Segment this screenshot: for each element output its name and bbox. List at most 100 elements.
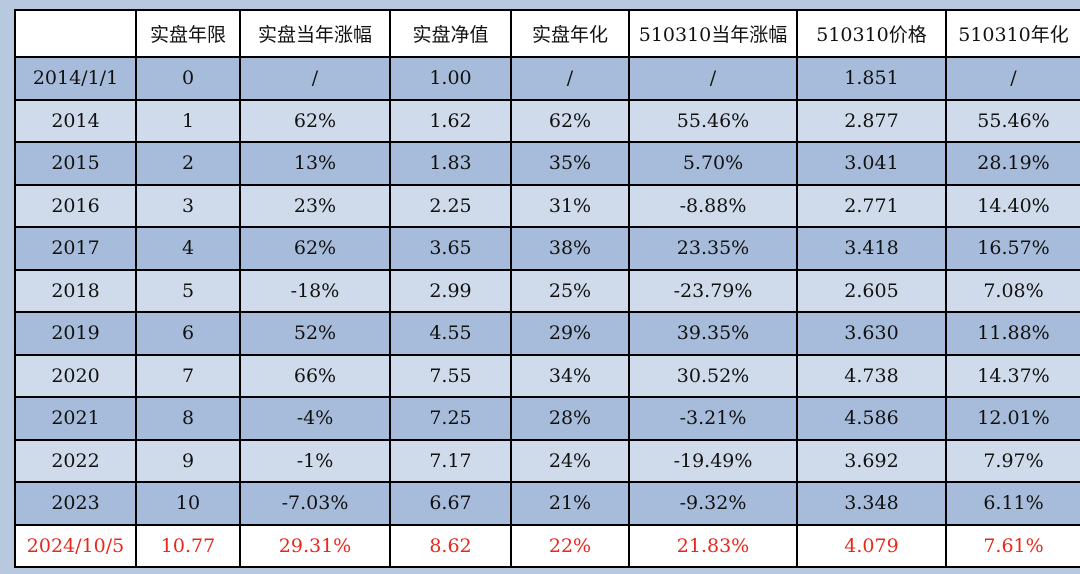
table-body: 2014/1/1 0/1.00//1.851/2014 1 62% 1.62 62% 55.… (14, 56, 1080, 568)
table-cell: 29.31% (239, 523, 391, 568)
table-cell: 2021 (14, 396, 137, 441)
table-cell: 7 (135, 353, 241, 398)
table-cell: 39.35% (628, 311, 798, 356)
table-cell: 8 (135, 396, 241, 441)
table-cell: 4 (135, 226, 241, 271)
table-row: 2016 3 23% 2.25 31% -8.88% 2.771 14.40% (14, 183, 1080, 228)
table-cell: 6.67 (389, 481, 512, 526)
table-cell: 24% (510, 438, 630, 483)
table-cell: 12.01% (945, 396, 1080, 441)
table-cell: 7.08% (945, 268, 1080, 313)
table-row: 2019 6 52% 4.55 29% 39.35% 3.630 11.88% (14, 311, 1080, 356)
table-cell: 1.62 (389, 98, 512, 143)
table-cell: 2018 (14, 268, 137, 313)
table-cell: 3.418 (796, 226, 947, 271)
column-header-7: 510310年化 (945, 9, 1080, 58)
table-cell: 52% (239, 311, 391, 356)
table-cell: 7.61% (945, 523, 1080, 568)
table-cell: 1.00 (389, 56, 512, 101)
table-cell: 3.630 (796, 311, 947, 356)
table-row: 2018 5 -18% 2.99 25% -23.79% 2.605 7.08% (14, 268, 1080, 313)
table-cell: 2.771 (796, 183, 947, 228)
table-cell: 2.877 (796, 98, 947, 143)
table-cell: 2 (135, 141, 241, 186)
column-header-3: 实盘净值 (389, 9, 512, 58)
table-cell: 23% (239, 183, 391, 228)
table-row: 2014 1 62% 1.62 62% 55.46% 2.877 55.46% (14, 98, 1080, 143)
table-cell: 1 (135, 98, 241, 143)
table-cell: 3.348 (796, 481, 947, 526)
table-cell: 1.83 (389, 141, 512, 186)
table-cell: 25% (510, 268, 630, 313)
table-cell: 22% (510, 523, 630, 568)
table-cell: 14.40% (945, 183, 1080, 228)
header-row: 实盘年限 实盘当年涨幅 实盘净值 实盘年化 510310当年涨幅 510310价格 5103… (14, 9, 1080, 58)
table-cell: / (945, 56, 1080, 101)
table-cell: 2014 (14, 98, 137, 143)
table-cell: 2016 (14, 183, 137, 228)
table-cell: 6.11% (945, 481, 1080, 526)
table-cell: / (510, 56, 630, 101)
column-header-0 (14, 9, 137, 58)
table-cell: 2014/1/1 (14, 56, 137, 101)
table-cell: 0 (135, 56, 241, 101)
column-header-4: 实盘年化 (510, 9, 630, 58)
table-cell: 21% (510, 481, 630, 526)
table-cell: -19.49% (628, 438, 798, 483)
table-cell: 1.851 (796, 56, 947, 101)
table-cell: 62% (239, 226, 391, 271)
table-cell: 62% (239, 98, 391, 143)
table-cell: -1% (239, 438, 391, 483)
table-row: 2020 7 66% 7.55 34% 30.52% 4.738 14.37% (14, 353, 1080, 398)
table-cell: 5 (135, 268, 241, 313)
table-cell: 62% (510, 98, 630, 143)
table-cell: 14.37% (945, 353, 1080, 398)
table-cell: -9.32% (628, 481, 798, 526)
table-cell: 3.041 (796, 141, 947, 186)
table-cell: 2019 (14, 311, 137, 356)
table-cell: 2.605 (796, 268, 947, 313)
table-cell: 10.77 (135, 523, 241, 568)
table-cell: 6 (135, 311, 241, 356)
table-cell: 35% (510, 141, 630, 186)
table-cell: 4.738 (796, 353, 947, 398)
table-cell: 55.46% (628, 98, 798, 143)
table-cell: 9 (135, 438, 241, 483)
table-cell: 11.88% (945, 311, 1080, 356)
table-row: 2023 10 -7.03% 6.67 21% -9.32% 3.348 6.11% (14, 481, 1080, 526)
column-header-5: 510310当年涨幅 (628, 9, 798, 58)
table-cell: 16.57% (945, 226, 1080, 271)
table-cell: 7.55 (389, 353, 512, 398)
table-cell: 2023 (14, 481, 137, 526)
table-cell: 21.83% (628, 523, 798, 568)
table-cell: 8.62 (389, 523, 512, 568)
table-cell: -8.88% (628, 183, 798, 228)
column-header-6: 510310价格 (796, 9, 947, 58)
returns-table: 实盘年限 实盘当年涨幅 实盘净值 实盘年化 510310当年涨幅 510310价格 5103… (14, 9, 1080, 568)
table-cell: -3.21% (628, 396, 798, 441)
table-cell: 7.17 (389, 438, 512, 483)
table-cell: 28.19% (945, 141, 1080, 186)
table-cell: 2.25 (389, 183, 512, 228)
table-cell: 55.46% (945, 98, 1080, 143)
table-row: 2021 8 -4% 7.25 28% -3.21% 4.586 12.01% (14, 396, 1080, 441)
table-cell: / (628, 56, 798, 101)
table-cell: 4.586 (796, 396, 947, 441)
table-row: 2014/1/1 0/1.00//1.851/ (14, 56, 1080, 101)
table-row: 2015 2 13% 1.83 35% 5.70% 3.041 28.19% (14, 141, 1080, 186)
table-row: 2024/10/5 10.77 29.31% 8.62 22% 21.83% 4.079 7.… (14, 523, 1080, 568)
table-row: 2022 9 -1% 7.17 24% -19.49% 3.692 7.97% (14, 438, 1080, 483)
table-cell: 10 (135, 481, 241, 526)
table-cell: 13% (239, 141, 391, 186)
table-cell: 4.079 (796, 523, 947, 568)
table-cell: -18% (239, 268, 391, 313)
table-cell: 3.692 (796, 438, 947, 483)
table-cell: 4.55 (389, 311, 512, 356)
table-cell: -7.03% (239, 481, 391, 526)
table-cell: 5.70% (628, 141, 798, 186)
table-cell: 2015 (14, 141, 137, 186)
table-cell: 2022 (14, 438, 137, 483)
table-cell: 2020 (14, 353, 137, 398)
table-row: 2017 4 62% 3.65 38% 23.35% 3.418 16.57% (14, 226, 1080, 271)
